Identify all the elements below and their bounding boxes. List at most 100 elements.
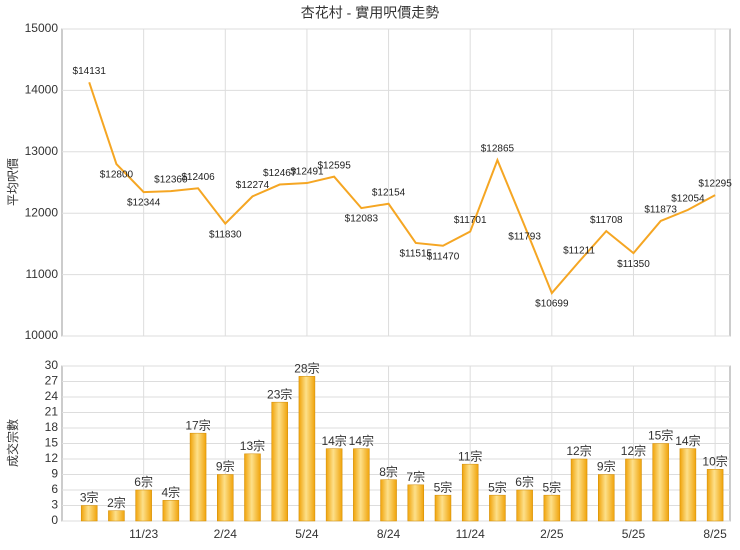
data-label: $12800	[100, 170, 134, 181]
y-tick-label: 15000	[25, 21, 59, 35]
bar	[434, 494, 452, 522]
data-label: 10宗	[702, 454, 727, 469]
x-tick-label: 2/24	[214, 527, 238, 541]
chart-title: 杏花村 - 實用呎價走勢	[301, 5, 439, 21]
data-label: 12宗	[621, 443, 646, 458]
data-label: $12595	[317, 160, 351, 171]
data-label: $14131	[73, 66, 107, 77]
y-tick-label: 24	[45, 389, 59, 403]
data-label: $11873	[644, 205, 677, 216]
bar	[162, 500, 180, 522]
data-label: 5宗	[542, 479, 561, 494]
y-tick-label: 6	[51, 482, 58, 496]
data-label: $12295	[698, 179, 732, 190]
x-tick-label: 8/24	[377, 527, 401, 541]
x-tick-label: 2/25	[540, 527, 564, 541]
data-label: 6宗	[134, 474, 153, 489]
data-label: 13宗	[240, 438, 265, 453]
y-tick-label: 18	[45, 420, 59, 434]
data-label: 2宗	[107, 495, 126, 510]
y-tick-label: 27	[45, 374, 59, 388]
x-tick-label: 11/24	[456, 527, 485, 541]
plot-area	[61, 28, 731, 337]
x-tick-label: 11/23	[129, 527, 158, 541]
line	[88, 82, 716, 295]
y-tick-label: 11000	[26, 267, 59, 281]
data-label: 9宗	[216, 459, 235, 474]
data-label: 5宗	[434, 479, 453, 494]
data-label: $12154	[372, 187, 406, 198]
bar	[325, 448, 343, 522]
bar	[652, 443, 669, 522]
y-tick-label: 12	[45, 451, 59, 465]
data-label: $11708	[590, 215, 623, 226]
bar	[516, 489, 533, 522]
y-tick-label: 30	[45, 358, 59, 372]
data-label: $12491	[290, 167, 324, 178]
data-label: $12360	[154, 175, 188, 186]
data-label: 12宗	[566, 443, 591, 458]
data-label: $10699	[535, 299, 569, 310]
data-label: $11211	[563, 245, 595, 256]
data-label: 23宗	[267, 386, 292, 401]
data-label: $11470	[427, 251, 460, 262]
data-label: 8宗	[379, 464, 398, 479]
data-label: $12865	[481, 144, 515, 155]
y-tick-label: 15	[45, 436, 59, 450]
bar	[679, 448, 697, 522]
y-tick-label: 14000	[25, 83, 59, 97]
bar	[135, 489, 152, 522]
data-label: 11宗	[458, 448, 482, 463]
data-label: 7宗	[406, 469, 425, 484]
bar	[407, 484, 425, 522]
data-label: $11793	[508, 232, 541, 243]
bar	[489, 494, 506, 522]
bar	[380, 479, 397, 522]
data-label: 3宗	[80, 490, 99, 505]
bar	[244, 453, 261, 522]
data-label: 17宗	[185, 417, 210, 432]
data-label: $11350	[617, 259, 650, 270]
data-label: $11701	[454, 215, 487, 226]
bar	[598, 474, 615, 522]
bar	[298, 376, 316, 522]
x-tick-label: 5/25	[622, 527, 646, 541]
y-tick-label: 0	[51, 513, 58, 527]
y-axis-label: 成交宗數	[5, 419, 20, 467]
bar	[271, 401, 288, 522]
data-label: 4宗	[162, 485, 181, 500]
bar	[217, 474, 234, 522]
data-label: 9宗	[597, 459, 616, 474]
data-label: 14宗	[349, 433, 374, 448]
bar	[189, 432, 207, 522]
y-tick-label: 9	[51, 467, 58, 481]
data-label: 14宗	[321, 433, 346, 448]
y-tick-label: 21	[45, 405, 59, 419]
data-label: $12083	[345, 214, 379, 225]
bar	[461, 463, 479, 522]
data-label: 15宗	[648, 428, 673, 443]
data-label: 14宗	[675, 433, 700, 448]
data-label: 5宗	[488, 479, 507, 494]
data-label: $12467	[263, 168, 297, 179]
data-label: $12344	[127, 198, 161, 209]
data-label: $11515	[399, 249, 432, 260]
x-tick-label: 8/25	[703, 527, 727, 541]
bar	[570, 458, 588, 522]
data-label: $11830	[209, 229, 242, 240]
bar	[625, 458, 642, 522]
bar	[80, 505, 98, 522]
data-label: $12406	[181, 172, 215, 183]
x-tick-label: 5/24	[295, 527, 319, 541]
bar	[706, 469, 724, 522]
data-label: 6宗	[515, 474, 534, 489]
y-tick-label: 12000	[25, 205, 59, 219]
data-label: $12054	[671, 194, 705, 205]
bar	[543, 494, 561, 522]
bar	[353, 448, 370, 522]
y-tick-label: 10000	[25, 328, 59, 342]
y-tick-label: 3	[51, 498, 58, 512]
bar	[108, 510, 125, 522]
y-axis-label: 平均呎價	[6, 158, 20, 206]
